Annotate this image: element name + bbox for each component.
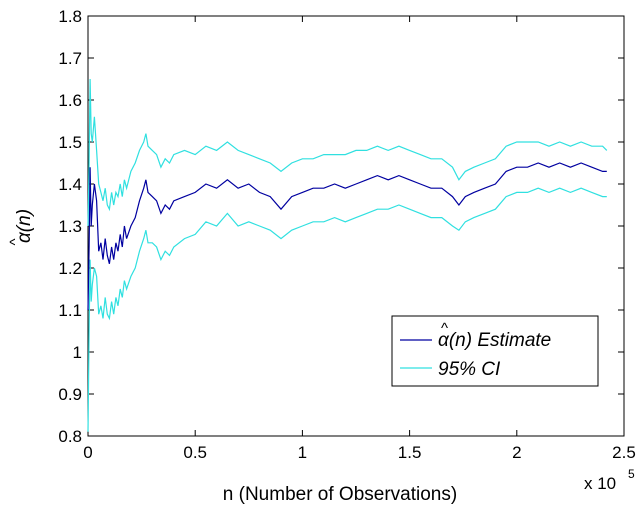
legend-label-estimate: α(n) Estimate (438, 330, 551, 351)
x-tick-label: 1 (298, 443, 307, 462)
x-tick-label: 2.5 (612, 443, 636, 462)
ci-upper-line (87, 78, 608, 227)
y-tick-label: 1.8 (58, 7, 82, 26)
y-tick-label: 0.8 (58, 427, 82, 446)
ci-lower-line (87, 187, 607, 432)
y-tick-label: 1 (73, 343, 82, 362)
y-tick-label: 1.2 (58, 259, 82, 278)
x-tick-labels: 0 0.5 1 1.5 2 2.5 (83, 443, 636, 462)
x-tick-label: 0 (83, 443, 92, 462)
estimate-line (87, 162, 607, 311)
y-tick-label: 1.1 (58, 301, 82, 320)
y-tick-label: 1.3 (58, 217, 82, 236)
x-axis-label: n (Number of Observations) (223, 484, 457, 505)
series-lines (87, 78, 608, 432)
y-tick-label: 1.4 (58, 175, 82, 194)
y-axis-label: α(n) (14, 209, 35, 243)
x-tick-label: 0.5 (183, 443, 207, 462)
legend-label-ci: 95% CI (438, 359, 501, 380)
y-axis-label-group: α(n) ^ (7, 209, 35, 246)
legend: α(n) Estimate ^ 95% CI (391, 315, 599, 387)
y-tick-label: 0.9 (58, 385, 82, 404)
y-tick-label: 1.7 (58, 49, 82, 68)
y-tick-labels: 0.8 0.9 1 1.1 1.2 1.3 1.4 1.5 1.6 1.7 1.8 (58, 7, 82, 446)
y-tick-label: 1.5 (58, 133, 82, 152)
y-axis-label-hat: ^ (7, 238, 24, 245)
x-multiplier-base: x 10 (584, 474, 616, 493)
legend-box (391, 315, 599, 387)
y-tick-label: 1.6 (58, 91, 82, 110)
x-tick-label: 1.5 (398, 443, 422, 462)
legend-estimate-hat: ^ (441, 320, 448, 337)
x-multiplier-exponent: 5 (628, 467, 635, 481)
x-tick-label: 2 (512, 443, 521, 462)
